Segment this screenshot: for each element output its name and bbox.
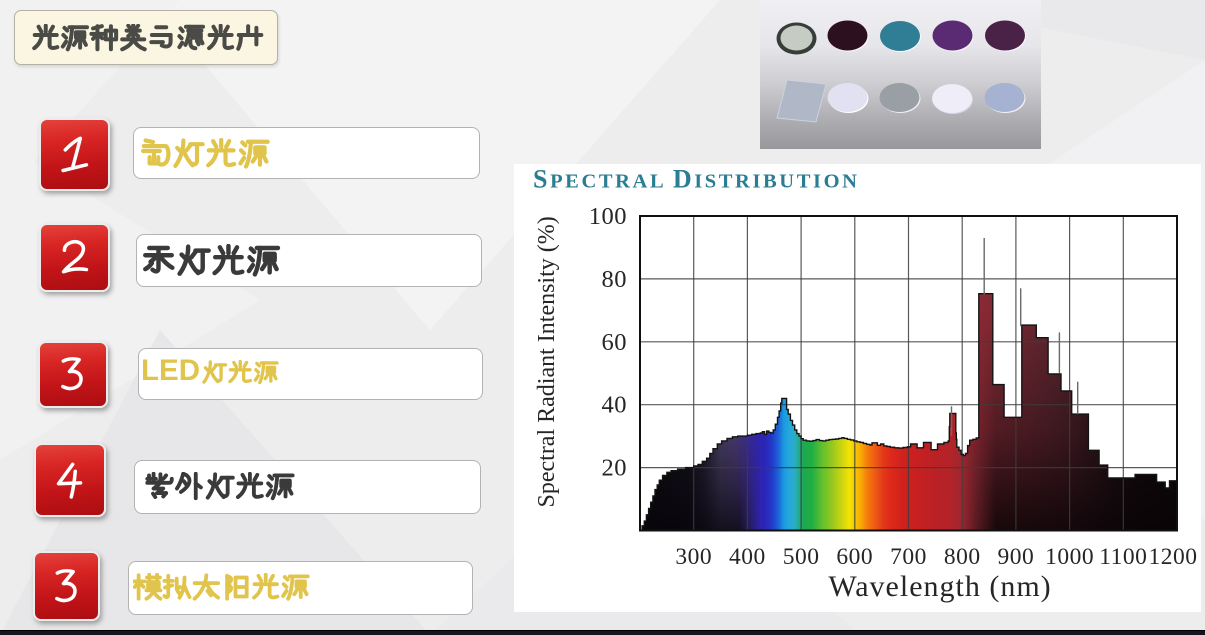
svg-text:500: 500 xyxy=(783,544,820,570)
svg-text:Wavelength (nm): Wavelength (nm) xyxy=(828,570,1051,603)
svg-text:1200: 1200 xyxy=(1149,544,1198,570)
svg-text:100: 100 xyxy=(589,203,627,230)
svg-text:300: 300 xyxy=(675,544,712,570)
svg-text:600: 600 xyxy=(836,544,873,570)
svg-text:1100: 1100 xyxy=(1099,544,1147,570)
svg-text:Spectral Radiant Intensity (%): Spectral Radiant Intensity (%) xyxy=(534,216,560,507)
svg-text:400: 400 xyxy=(729,544,766,570)
svg-text:900: 900 xyxy=(998,544,1035,570)
svg-text:SPECTRAL DISTRIBUTION: SPECTRAL DISTRIBUTION xyxy=(533,164,860,193)
svg-text:800: 800 xyxy=(944,544,981,570)
svg-text:1000: 1000 xyxy=(1045,544,1094,570)
svg-text:700: 700 xyxy=(890,544,927,570)
svg-text:60: 60 xyxy=(602,328,628,355)
svg-text:20: 20 xyxy=(602,454,628,481)
svg-text:80: 80 xyxy=(602,265,628,292)
svg-text:40: 40 xyxy=(602,391,628,418)
